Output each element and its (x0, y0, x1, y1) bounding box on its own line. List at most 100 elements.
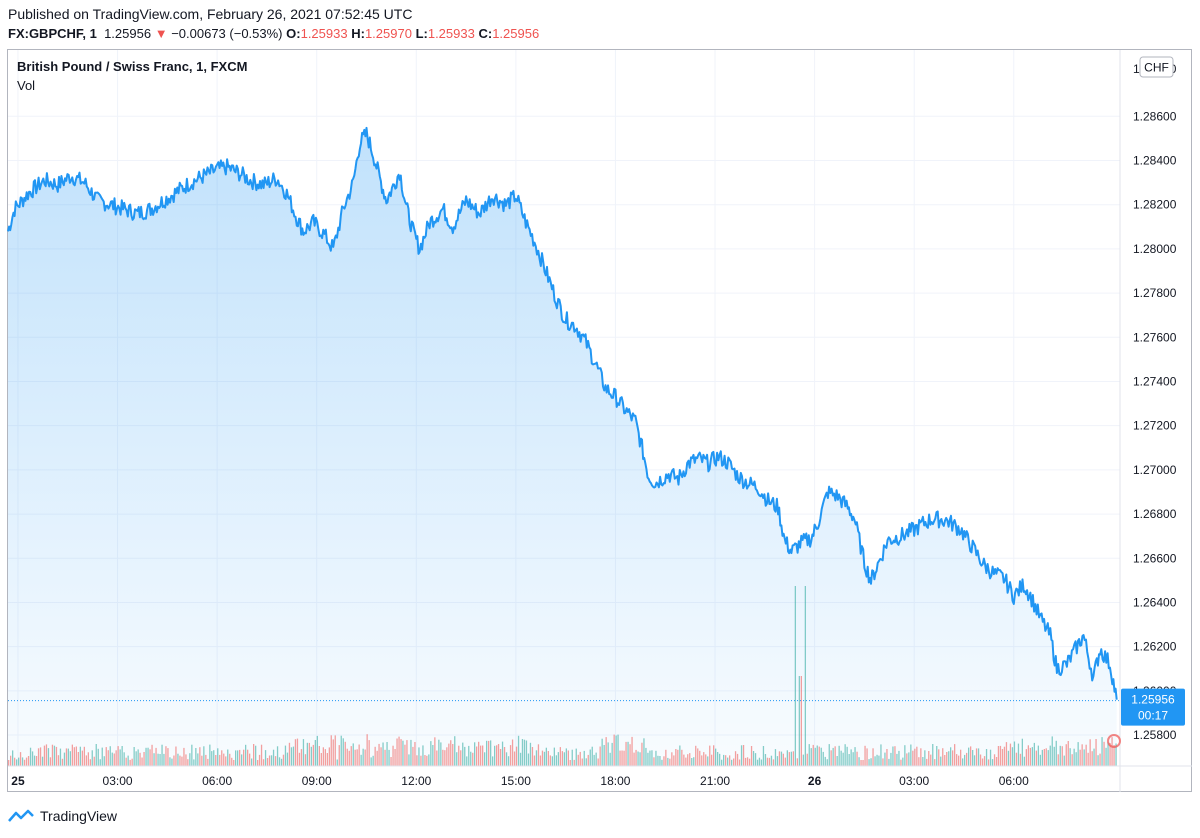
volume-bar (290, 747, 293, 766)
volume-bar (549, 755, 551, 766)
volume-bar (233, 760, 235, 766)
volume-bar (308, 742, 310, 766)
volume-bar (270, 755, 273, 766)
volume-bar (239, 749, 241, 766)
volume-bar (438, 739, 440, 766)
volume-bar (740, 745, 743, 766)
volume-bar (304, 754, 307, 766)
volume-bar (444, 750, 446, 766)
volume-bar (456, 752, 458, 766)
volume-bar (95, 744, 97, 766)
volume-bar (300, 749, 303, 766)
volume-bar (101, 747, 103, 766)
volume-bar (464, 746, 466, 766)
volume-bar (629, 744, 631, 766)
volume-bar (400, 739, 402, 766)
volume-bar (701, 755, 703, 766)
volume-bar (249, 753, 251, 766)
volume-bar (513, 751, 516, 766)
volume-bar (83, 746, 85, 766)
volume-bar (1097, 755, 1099, 766)
volume-bar (131, 758, 133, 766)
volume-bar (872, 748, 874, 766)
volume-bar (764, 754, 767, 766)
volume-bar (175, 746, 177, 766)
volume-bar (989, 749, 992, 766)
volume-bar (35, 756, 38, 766)
volume-bar (507, 756, 510, 766)
volume-bar (977, 748, 980, 766)
volume-bar (880, 744, 882, 766)
volume-bar (1103, 741, 1105, 766)
volume-bar (798, 676, 800, 766)
volume-bar (846, 746, 848, 766)
volume-bar (1045, 748, 1047, 766)
volume-bar (896, 753, 898, 766)
volume-bar (171, 758, 173, 766)
footer-brand[interactable]: TradingView (8, 808, 117, 824)
volume-bar (922, 757, 924, 766)
volume-bar (1085, 744, 1087, 766)
volume-bar (617, 734, 619, 766)
volume-bar (733, 758, 735, 766)
volume-bar (59, 748, 62, 766)
volume-bar (384, 749, 386, 766)
volume-bar (561, 751, 563, 766)
volume-bar (655, 750, 657, 766)
volume-bar (593, 754, 595, 766)
y-tick-label: 1.27200 (1133, 419, 1177, 433)
volume-bar (165, 746, 167, 766)
volume-bar (253, 744, 255, 766)
volume-bar (322, 747, 324, 766)
volume-bar (585, 758, 587, 766)
volume-bar (1025, 749, 1027, 766)
volume-bar (993, 754, 996, 766)
volume-bar (1015, 752, 1018, 766)
volume-bar (1095, 739, 1097, 766)
volume-bar (1115, 743, 1117, 766)
volume-bar (195, 748, 197, 766)
volume-bar (987, 759, 990, 766)
volume-bar (318, 746, 320, 766)
volume-bar (211, 751, 213, 766)
volume-bar (1093, 748, 1095, 766)
volume-bar (280, 758, 283, 766)
volume-bar (107, 750, 109, 766)
volume-bar (731, 759, 733, 766)
volume-bar (229, 753, 231, 766)
volume-bar (997, 746, 1000, 766)
volume-bar (123, 752, 125, 766)
volume-bar (468, 745, 470, 766)
volume-bar (1089, 739, 1091, 766)
x-tick-label: 25 (11, 774, 25, 788)
volume-bar (1001, 749, 1004, 766)
volume-bar (902, 757, 904, 766)
volume-bar (756, 759, 759, 766)
volume-bar (386, 742, 388, 766)
volume-bar (557, 752, 559, 766)
volume-bar (470, 751, 472, 766)
volume-bar (1081, 744, 1083, 766)
volume-bar (836, 756, 838, 766)
volume-bar (241, 754, 243, 766)
volume-bar (93, 756, 95, 766)
volume-bar (53, 745, 56, 766)
volume-bar (633, 752, 635, 766)
volume-bar (39, 747, 42, 766)
volume-bar (932, 744, 934, 766)
volume-bar (292, 746, 295, 766)
volume-bar (635, 749, 637, 766)
volume-bar (926, 758, 928, 766)
volume-bar (278, 757, 281, 766)
volume-bar (480, 745, 482, 766)
volume-bar (950, 747, 952, 766)
volume-bar (1073, 748, 1075, 766)
volume-bar (840, 750, 842, 766)
volume-bar (770, 755, 773, 766)
volume-bar (243, 749, 245, 766)
volume-bar (1051, 736, 1053, 766)
volume-bar (442, 749, 444, 766)
volume-bar (942, 748, 944, 766)
volume-bar (145, 747, 147, 766)
